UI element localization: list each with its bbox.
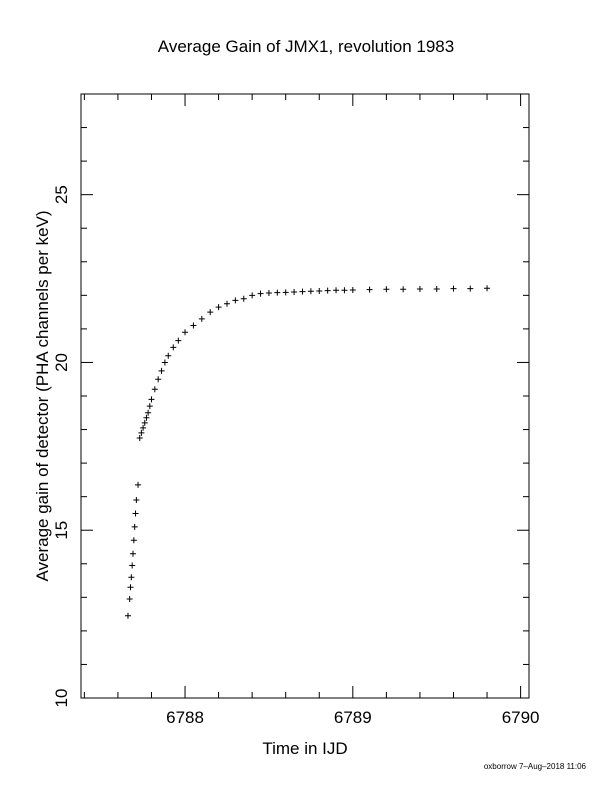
data-point xyxy=(130,537,137,544)
plot-frame xyxy=(80,93,530,699)
x-axis-label: Time in IJD xyxy=(262,739,347,758)
data-point xyxy=(146,403,153,410)
data-point xyxy=(291,288,298,295)
data-point xyxy=(126,596,133,603)
data-point xyxy=(416,285,423,292)
data-point xyxy=(349,286,356,293)
data-point xyxy=(307,288,314,295)
data-point xyxy=(129,562,136,569)
y-axis-ticks: 10 15 20 25 xyxy=(52,93,529,708)
data-point xyxy=(175,337,182,344)
data-point xyxy=(450,285,457,292)
data-point xyxy=(215,304,222,311)
data-point xyxy=(136,434,143,441)
y-tick-label: 25 xyxy=(52,185,71,204)
x-tick-label: 6790 xyxy=(502,708,540,727)
x-axis-ticks: 6788 6789 6790 xyxy=(83,94,540,727)
data-point xyxy=(198,315,205,322)
data-point xyxy=(151,386,158,393)
data-point xyxy=(240,295,247,302)
data-point xyxy=(324,287,331,294)
data-point xyxy=(127,584,134,591)
data-point xyxy=(190,322,197,329)
y-tick-label: 20 xyxy=(52,353,71,372)
data-point xyxy=(130,550,137,557)
data-point xyxy=(223,300,230,307)
y-axis-label: Average gain of detector (PHA channels p… xyxy=(33,210,52,581)
data-point xyxy=(138,429,145,436)
y-tick-label: 10 xyxy=(52,689,71,708)
data-point xyxy=(207,309,214,316)
data-point xyxy=(366,286,373,293)
data-point xyxy=(128,574,135,581)
data-point xyxy=(161,359,168,366)
data-point xyxy=(333,287,340,294)
data-point xyxy=(158,367,165,374)
data-point xyxy=(299,288,306,295)
data-point xyxy=(140,424,147,431)
data-point xyxy=(170,344,177,351)
chart-title: Average Gain of JMX1, revolution 1983 xyxy=(158,37,454,56)
data-point xyxy=(131,523,138,530)
data-point xyxy=(132,510,139,517)
data-point xyxy=(433,285,440,292)
data-point xyxy=(383,286,390,293)
data-point xyxy=(282,289,289,296)
x-tick-label: 6789 xyxy=(334,708,372,727)
data-point xyxy=(265,289,272,296)
x-tick-label: 6788 xyxy=(166,708,204,727)
data-point xyxy=(400,286,407,293)
data-point xyxy=(141,419,148,426)
data-point xyxy=(257,290,264,297)
data-point xyxy=(145,409,152,416)
data-point xyxy=(165,352,172,359)
data-point xyxy=(232,297,239,304)
data-point xyxy=(249,292,256,299)
data-point xyxy=(148,396,155,403)
data-point xyxy=(143,414,150,421)
footer-timestamp: oxborrow 7–Aug–2018 11:06 xyxy=(484,762,587,771)
data-point xyxy=(274,289,281,296)
data-point xyxy=(467,285,474,292)
data-point xyxy=(316,287,323,294)
data-point xyxy=(155,376,162,383)
data-point xyxy=(341,287,348,294)
y-tick-label: 15 xyxy=(52,521,71,540)
data-point xyxy=(182,329,189,336)
data-point xyxy=(484,285,491,292)
data-points xyxy=(124,285,491,619)
data-point xyxy=(135,481,142,488)
data-point xyxy=(124,612,131,619)
data-point xyxy=(133,497,140,504)
